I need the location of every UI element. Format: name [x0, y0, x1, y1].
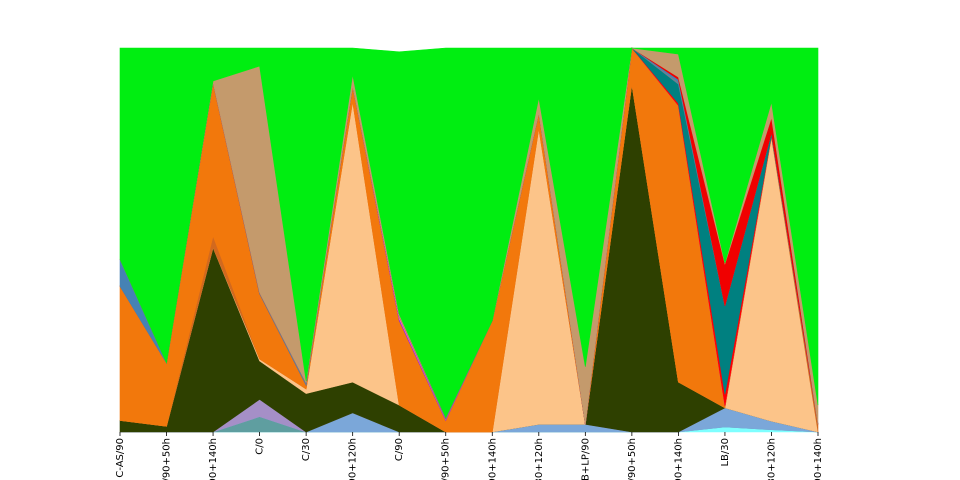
x-tick-label: 30+120h: [766, 438, 777, 480]
x-tick-label: B+LP/90: [580, 438, 591, 480]
x-tick-label: C/0: [255, 438, 266, 455]
x-tick-label: /90+50h: [441, 438, 452, 480]
x-tick-label: /90+50h: [627, 438, 638, 480]
x-tick-label: 90+120h: [348, 438, 359, 480]
x-tick-label: LB/30: [720, 438, 731, 467]
x-tick-label: 90+140h: [813, 438, 824, 480]
x-tick-label: /90+50h: [162, 438, 173, 480]
x-tick-label: 90+140h: [673, 438, 684, 480]
x-tick-label: C-AS/90: [115, 438, 126, 478]
x-tick-label: 90+140h: [208, 438, 219, 480]
x-tick-label: C/90: [394, 438, 405, 461]
x-tick-label: C/30: [301, 438, 312, 461]
x-tick-label: 90+140h: [487, 438, 498, 480]
area-series-16: [119, 47, 819, 419]
plot-area: [119, 47, 819, 433]
x-tick-label: 30+120h: [534, 438, 545, 480]
x-axis: C-AS/90/90+50h 90+140h C/0 C/30 90+120h C/90 /…: [115, 432, 824, 480]
